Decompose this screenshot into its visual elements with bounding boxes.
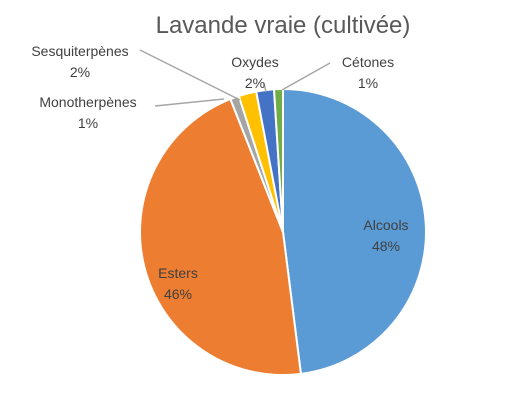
slice-label-oxydes: Oxydes 2% <box>231 54 278 91</box>
slice-value: 48% <box>372 238 400 254</box>
slice-value: 46% <box>164 286 192 302</box>
leader-line-oxydes <box>263 82 267 93</box>
slice-value: 1% <box>358 75 378 91</box>
pie-slices <box>139 87 427 376</box>
slice-name: Esters <box>158 265 198 281</box>
slice-name: Oxydes <box>231 54 278 70</box>
slice-label-esters: Esters 46% <box>158 265 198 302</box>
slice-name: Monotherpènes <box>39 94 136 110</box>
slice-label-monotherpènes: Monotherpènes 1% <box>39 94 136 131</box>
leader-line-sesquiterpènes <box>139 49 241 101</box>
slice-alcools <box>282 87 427 375</box>
leader-line-cétones <box>281 62 331 91</box>
chart-title: Lavande vraie (cultivée) <box>156 12 411 39</box>
slice-name: Sesquiterpènes <box>31 43 128 59</box>
slice-name: Alcools <box>363 217 408 233</box>
slice-label-cétones: Cétones 1% <box>342 54 394 91</box>
leader-line-monotherpènes <box>154 98 225 107</box>
slice-value: 2% <box>245 75 265 91</box>
slice-value: 1% <box>78 115 98 131</box>
slice-esters <box>139 97 303 376</box>
slice-name: Cétones <box>342 54 394 70</box>
slice-label-sesquiterpènes: Sesquiterpènes 2% <box>31 43 128 80</box>
slice-value: 2% <box>70 64 90 80</box>
slice-label-alcools: Alcools 48% <box>363 217 408 254</box>
slice-labels: Alcools 48% Esters 46% Monotherpènes 1% Sesqui… <box>31 43 408 302</box>
leader-lines <box>139 49 331 107</box>
